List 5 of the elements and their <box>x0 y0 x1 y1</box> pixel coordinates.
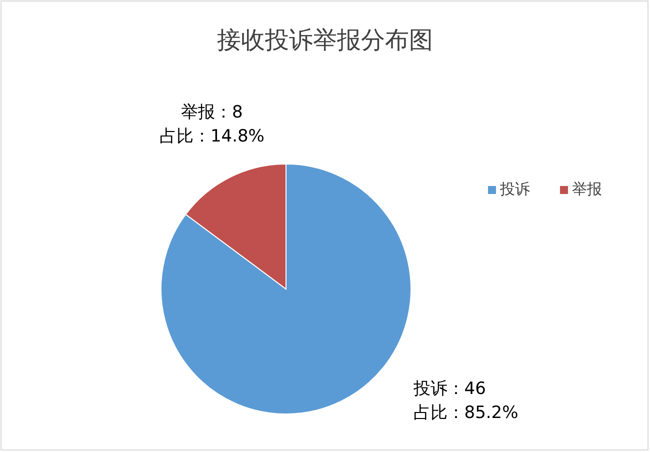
chart-title: 接收投诉举报分布图 <box>217 26 433 54</box>
legend-label: 举报 <box>572 180 602 198</box>
data-label: 举报：8 占比：14.8% <box>159 102 264 147</box>
legend-label: 投诉 <box>499 180 530 198</box>
data-label: 投诉：46 占比：85.2% <box>412 379 518 423</box>
